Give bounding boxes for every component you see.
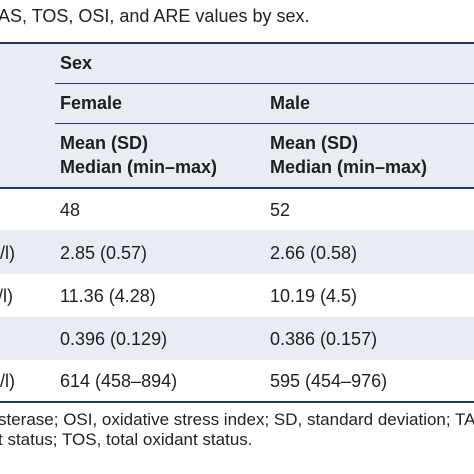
header-sub-rule (55, 83, 474, 84)
table-header (0, 44, 474, 187)
header-group-sex: Sex (60, 53, 93, 73)
row-3-male: 10.19 (4.5) (270, 286, 358, 306)
top-rule (0, 42, 474, 44)
row-2-female: 2.85 (0.57) (60, 243, 148, 263)
row-4-female: 0.396 (0.129) (60, 329, 168, 349)
header-male-stat2: Median (min–max) (270, 157, 428, 177)
row-stripe-4 (0, 317, 474, 360)
header-female-stat2: Median (min–max) (60, 157, 218, 177)
row-2-label: l/l) (0, 243, 15, 263)
header-col-female: Female (60, 93, 123, 113)
header-female-stat1: Mean (SD) (60, 133, 149, 153)
header-bottom-rule (0, 187, 474, 189)
table-bottom-rule (0, 401, 474, 403)
row-1-female: 48 (60, 200, 81, 220)
header-sub-rule-2 (55, 123, 474, 124)
row-3-label: /l) (0, 286, 13, 306)
row-stripe-2 (0, 230, 474, 274)
footnote-line-2: t status; TOS, total oxidant status. (0, 430, 253, 449)
row-3-female: 11.36 (4.28) (60, 286, 156, 306)
row-5-female: 614 (458–894) (60, 371, 178, 391)
header-male-stat1: Mean (SD) (270, 133, 359, 153)
row-4-male: 0.386 (0.157) (270, 329, 378, 349)
header-col-male: Male (270, 93, 311, 113)
row-2-male: 2.66 (0.58) (270, 243, 358, 263)
row-1-male: 52 (270, 200, 291, 220)
table-caption: AS, TOS, OSI, and ARE values by sex. (0, 6, 310, 26)
row-5-male: 595 (454–976) (270, 371, 388, 391)
footnote-line-1: sterase; OSI, oxidative stress index; SD… (0, 410, 474, 429)
row-5-label: l/l) (0, 371, 15, 391)
